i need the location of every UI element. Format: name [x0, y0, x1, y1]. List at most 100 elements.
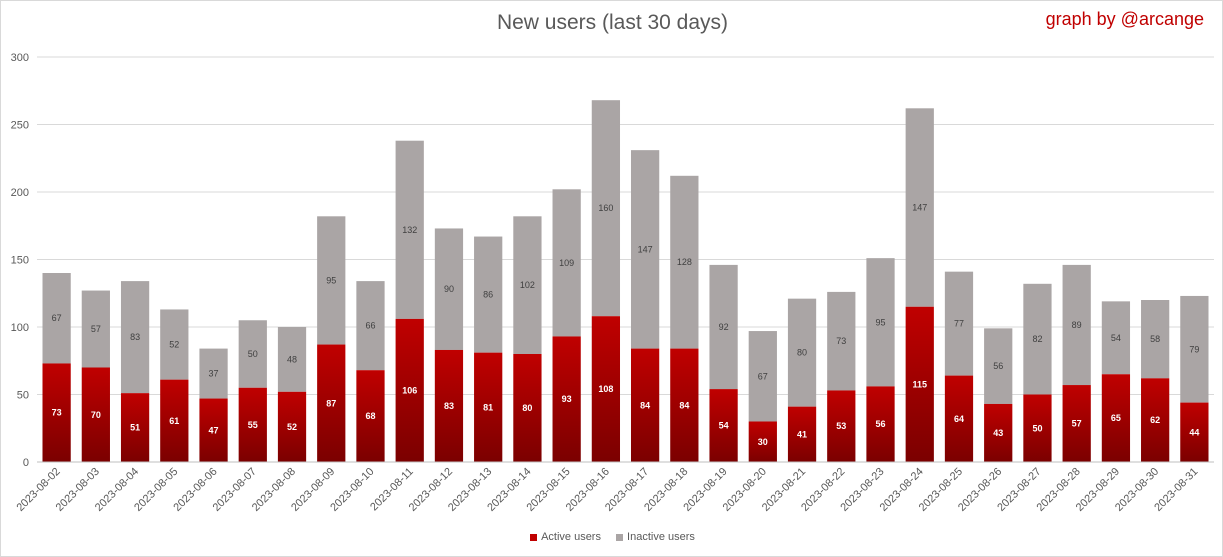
- data-label-active: 70: [91, 410, 101, 420]
- bar-inactive: [591, 100, 621, 317]
- legend-label-active: Active users: [541, 531, 601, 543]
- data-label-inactive: 66: [365, 321, 375, 331]
- bar-inactive: [827, 291, 856, 391]
- data-label-active: 56: [876, 419, 886, 429]
- bar-active: [120, 393, 150, 462]
- data-label-inactive: 109: [559, 258, 574, 268]
- bar-inactive: [238, 320, 267, 388]
- y-tick-label: 50: [17, 390, 29, 402]
- bar-inactive: [395, 140, 424, 319]
- bar-inactive: [160, 309, 189, 380]
- bar-inactive: [1180, 295, 1209, 403]
- bar-inactive: [787, 298, 817, 407]
- y-tick-label: 250: [11, 120, 29, 132]
- bar-active: [238, 387, 267, 462]
- data-label-inactive: 160: [598, 203, 613, 213]
- data-label-inactive: 90: [444, 284, 454, 294]
- data-label-inactive: 147: [638, 244, 653, 254]
- bar-inactive: [984, 328, 1013, 404]
- bar-inactive: [866, 258, 895, 387]
- legend: Active users Inactive users: [1, 531, 1223, 544]
- data-label-inactive: 95: [876, 317, 886, 327]
- data-label-inactive: 54: [1111, 333, 1121, 343]
- data-label-active: 84: [640, 400, 650, 410]
- bar-inactive: [1141, 300, 1170, 379]
- bar-inactive: [474, 236, 503, 353]
- data-label-active: 80: [522, 403, 532, 413]
- bar-active: [356, 370, 385, 462]
- bar-active: [81, 367, 110, 462]
- data-label-active: 83: [444, 401, 454, 411]
- bar-active: [748, 421, 777, 462]
- bar-inactive: [1062, 264, 1091, 386]
- bar-active: [709, 389, 738, 462]
- bar-active: [42, 363, 71, 462]
- bar-inactive: [199, 348, 228, 399]
- data-label-inactive: 95: [326, 275, 336, 285]
- data-label-inactive: 79: [1189, 344, 1199, 354]
- bar-active: [944, 375, 974, 462]
- bar-inactive: [42, 273, 71, 364]
- legend-swatch-active: [530, 533, 538, 541]
- bar-active: [434, 349, 464, 462]
- bar-active: [1180, 402, 1209, 462]
- data-label-inactive: 128: [677, 257, 692, 267]
- bar-inactive: [748, 331, 777, 422]
- bar-active: [474, 352, 503, 462]
- bar-inactive: [434, 228, 464, 350]
- bar-active: [513, 354, 542, 462]
- bar-active: [591, 316, 621, 462]
- data-label-inactive: 56: [993, 361, 1003, 371]
- data-label-active: 54: [719, 421, 729, 431]
- data-label-active: 93: [562, 394, 572, 404]
- data-label-active: 81: [483, 402, 493, 412]
- data-label-inactive: 67: [52, 313, 62, 323]
- bar-inactive: [905, 108, 934, 307]
- bar-active: [1023, 394, 1052, 462]
- data-label-active: 43: [993, 428, 1003, 438]
- bar-active: [1062, 385, 1091, 462]
- data-label-inactive: 58: [1150, 334, 1160, 344]
- legend-swatch-inactive: [616, 533, 624, 541]
- data-label-inactive: 92: [719, 322, 729, 332]
- legend-item-active: Active users: [530, 531, 601, 543]
- data-label-active: 55: [248, 420, 258, 430]
- data-label-inactive: 147: [912, 203, 927, 213]
- data-label-active: 87: [326, 398, 336, 408]
- data-label-inactive: 86: [483, 290, 493, 300]
- y-tick-label: 150: [11, 255, 29, 267]
- data-label-active: 108: [598, 384, 613, 394]
- data-label-inactive: 80: [797, 348, 807, 358]
- chart-title: New users (last 30 days): [496, 11, 729, 34]
- data-label-active: 50: [1032, 423, 1042, 433]
- bar-inactive: [277, 327, 307, 392]
- data-label-active: 41: [797, 429, 807, 439]
- bar-active: [395, 318, 424, 462]
- bar-inactive: [944, 271, 974, 376]
- bar-inactive: [317, 216, 346, 345]
- bar-active: [1101, 374, 1131, 462]
- data-label-inactive: 102: [520, 280, 535, 290]
- bar-active: [1141, 378, 1170, 462]
- bar-active: [199, 398, 228, 462]
- data-label-active: 68: [365, 411, 375, 421]
- bar-inactive: [120, 281, 150, 394]
- data-label-active: 65: [1111, 413, 1121, 423]
- data-label-active: 57: [1072, 419, 1082, 429]
- data-label-active: 52: [287, 422, 297, 432]
- data-label-inactive: 50: [248, 349, 258, 359]
- data-label-active: 84: [679, 400, 689, 410]
- bar-inactive: [1101, 301, 1131, 375]
- bar-active: [630, 348, 660, 462]
- data-label-active: 47: [209, 425, 219, 435]
- bar-inactive: [552, 189, 581, 337]
- data-label-inactive: 52: [169, 340, 179, 350]
- y-tick-label: 0: [23, 457, 29, 469]
- bar-active: [277, 391, 307, 462]
- bar-active: [827, 390, 856, 462]
- bar-active: [317, 344, 346, 462]
- data-label-active: 106: [402, 385, 417, 395]
- data-label-inactive: 67: [758, 371, 768, 381]
- bar-active: [160, 379, 189, 462]
